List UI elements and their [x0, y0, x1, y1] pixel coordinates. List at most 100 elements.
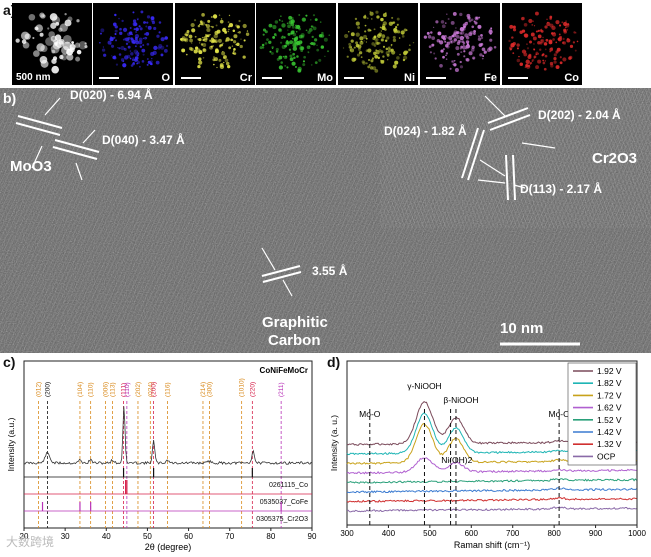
eds-signal-dot: [150, 51, 155, 56]
eds-signal-dot: [160, 37, 165, 42]
eds-signal-dot: [396, 17, 400, 21]
eds-signal-dot: [286, 41, 291, 45]
eds-signal-dot: [465, 40, 470, 44]
eds-signal-dot: [528, 53, 532, 57]
eds-signal-dot: [222, 56, 226, 60]
eds-signal-dot: [140, 10, 144, 14]
eds-signal-dot: [346, 55, 349, 58]
eds-signal-dot: [387, 46, 391, 50]
eds-signal-dot: [210, 40, 214, 44]
eds-signal-dot: [408, 48, 411, 52]
eds-signal-dot: [283, 55, 288, 60]
eds-signal-dot: [295, 26, 298, 30]
eds-signal-dot: [373, 28, 376, 31]
eds-signal-dot: [107, 40, 112, 45]
eds-signal-dot: [557, 37, 562, 42]
eds-signal-dot: [555, 41, 558, 44]
panel-c-xrd-chart: c) CoNiFeMoCr (012) (200) (104) (110) (006) (1…: [0, 353, 325, 552]
eds-signal-dot: [364, 24, 367, 27]
eds-signal-dot: [216, 29, 221, 34]
raman-x-tick-label: 1000: [628, 529, 646, 538]
eds-signal-dot: [217, 38, 222, 43]
eds-signal-dot: [553, 53, 557, 57]
eds-signal-dot: [311, 35, 314, 39]
eds-signal-dot: [298, 14, 301, 16]
eds-element-label: Cr: [239, 72, 252, 84]
eds-signal-dot: [354, 17, 358, 21]
eds-signal-dot: [139, 66, 141, 68]
xrd-peak-label: (024): [147, 382, 154, 397]
xrd-x-tick-label: 30: [61, 532, 70, 541]
eds-signal-dot: [150, 63, 153, 66]
eds-signal-dot: [463, 55, 466, 58]
eds-signal-dot: [310, 41, 314, 46]
eds-signal-dot: [530, 32, 535, 37]
eds-signal-dot: [121, 19, 124, 23]
eds-signal-dot: [559, 56, 562, 59]
eds-signal-dot: [281, 23, 286, 28]
eds-signal-dot: [483, 52, 486, 54]
eds-signal-dot: [61, 46, 70, 55]
eds-signal-dot: [232, 50, 235, 53]
eds-signal-dot: [430, 31, 433, 34]
eds-signal-dot: [214, 57, 218, 62]
eds-signal-dot: [291, 61, 296, 66]
eds-signal-dot: [380, 17, 384, 22]
eds-signal-dot: [574, 49, 577, 52]
eds-signal-dot: [426, 31, 430, 35]
eds-signal-dot: [189, 38, 193, 43]
eds-signal-dot: [440, 49, 444, 53]
eds-signal-dot: [488, 46, 493, 51]
eds-signal-dot: [271, 46, 274, 49]
eds-signal-dot: [442, 37, 447, 41]
eds-signal-dot: [132, 19, 137, 23]
eds-signal-dot: [128, 31, 133, 35]
xrd-peak-label: (116): [165, 382, 172, 397]
eds-signal-dot: [228, 23, 234, 28]
eds-signal-dot: [348, 45, 352, 49]
eds-signal-dot: [112, 55, 116, 60]
eds-signal-dot: [188, 46, 193, 51]
eds-signal-dot: [264, 42, 268, 45]
xrd-plot: CoNiFeMoCr(012) (200) (104) (110) (006) (113)…: [6, 360, 317, 552]
eds-map-tile-o: O: [93, 3, 173, 85]
eds-signal-dot: [534, 11, 539, 16]
eds-signal-dot: [467, 16, 471, 20]
eds-signal-dot: [439, 63, 443, 68]
eds-signal-dot: [261, 46, 265, 49]
eds-signal-dot: [219, 19, 224, 24]
eds-signal-dot: [512, 25, 516, 29]
eds-signal-dot: [74, 42, 81, 48]
eds-signal-dot: [355, 21, 360, 26]
eds-signal-dot: [545, 38, 549, 42]
eds-signal-dot: [471, 45, 475, 50]
eds-signal-dot: [364, 30, 367, 33]
eds-signal-dot: [512, 41, 516, 46]
eds-signal-dot: [465, 47, 468, 50]
eds-signal-dot: [490, 27, 493, 30]
eds-signal-dot: [412, 41, 415, 44]
eds-signal-dot: [146, 21, 149, 24]
eds-signal-dot: [62, 35, 72, 44]
eds-signal-dot: [129, 50, 132, 52]
eds-signal-dot: [441, 24, 446, 29]
eds-signal-dot: [59, 54, 64, 60]
xrd-axes-frame: [23, 360, 313, 529]
eds-signal-dot: [448, 35, 453, 40]
eds-signal-dot: [218, 58, 222, 62]
eds-signal-dot: [101, 48, 106, 52]
eds-signal-dot: [455, 35, 460, 39]
eds-signal-dot: [369, 66, 374, 70]
eds-signal-dot: [451, 34, 455, 38]
eds-signal-dot: [292, 40, 297, 44]
eds-signal-dot: [481, 57, 484, 60]
eds-signal-dot: [239, 44, 243, 49]
eds-signal-dot: [355, 32, 360, 37]
eds-signal-dot: [386, 53, 390, 57]
eds-signal-dot: [21, 39, 27, 44]
eds-signal-dot: [283, 36, 286, 39]
eds-signal-dot: [384, 12, 387, 15]
eds-signal-dot: [434, 57, 437, 60]
eds-signal-dot: [278, 65, 284, 70]
eds-signal-dot: [185, 33, 188, 37]
